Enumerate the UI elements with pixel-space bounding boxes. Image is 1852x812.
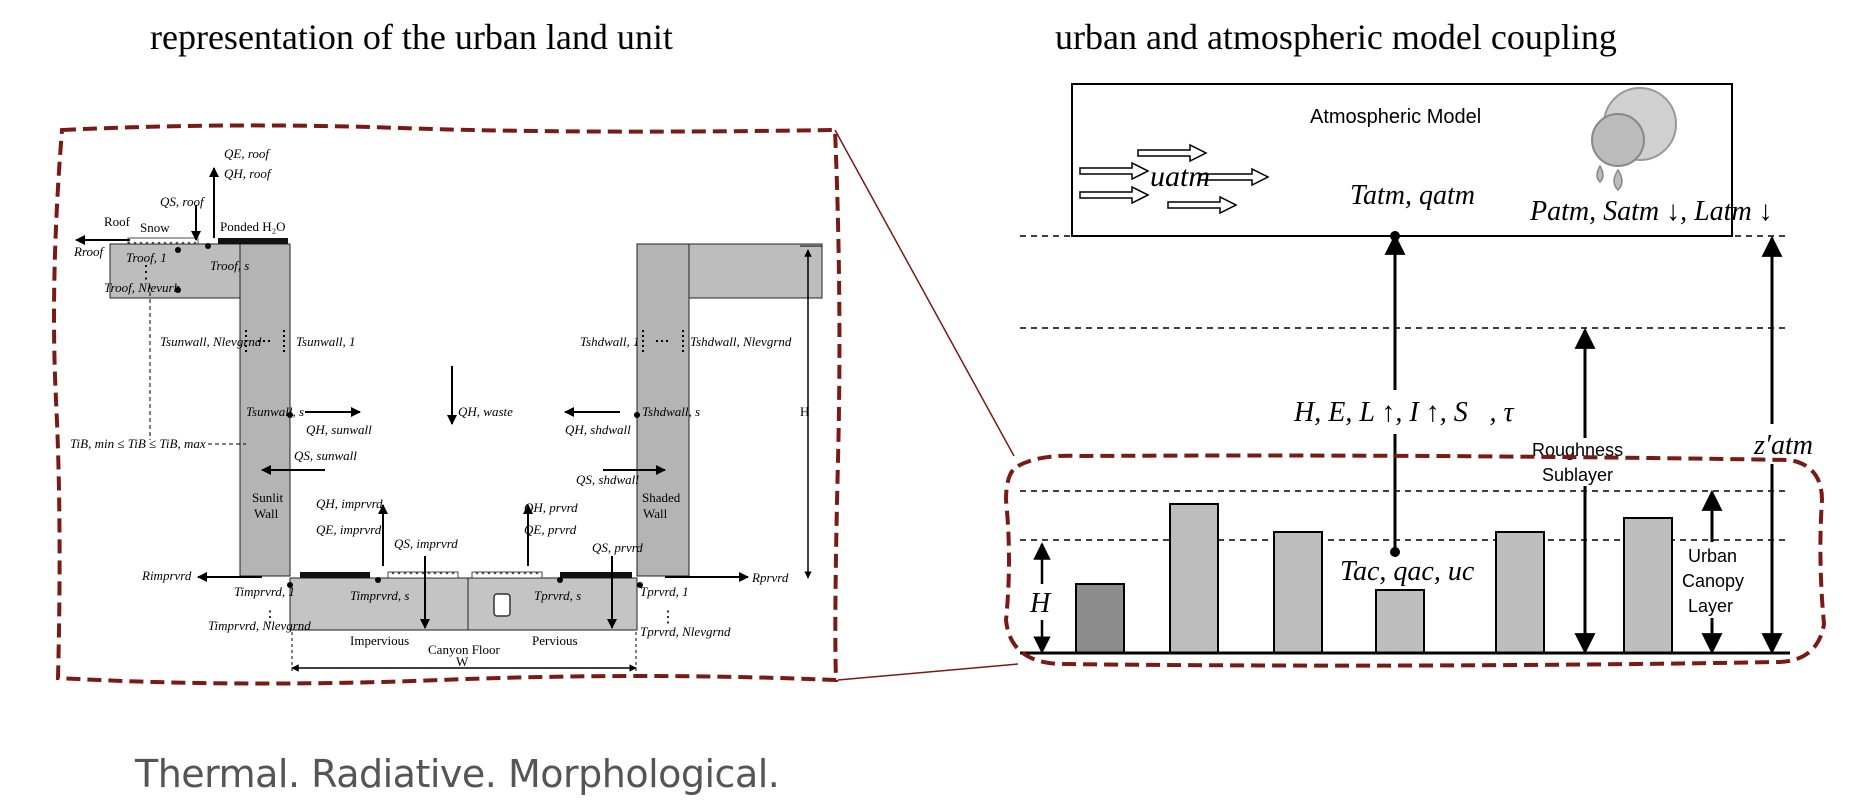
t-sunwall-n-symbol: Tsunwall, Nlevgrnd [160, 334, 262, 349]
building-3 [1273, 531, 1323, 654]
building-5 [1495, 531, 1545, 654]
t-sunwall-1-symbol: Tsunwall, 1 [296, 334, 356, 349]
svg-text:⋮: ⋮ [262, 609, 278, 626]
t-atm-symbol: Tatm, qatm [1350, 180, 1475, 211]
q-s-sunwall-symbol: QS, sunwall [294, 448, 357, 463]
sunlit-wall-label-2: Wall [254, 506, 279, 521]
t-ib-symbol: TiB, min ≤ TiB ≤ TiB, max [70, 436, 206, 451]
h-label-left: H [800, 404, 809, 419]
building-4 [1375, 589, 1425, 654]
u-atm-symbol: uatm [1150, 160, 1210, 193]
qe-roof-symbol: QE, roof [224, 146, 271, 161]
weather-icon [1591, 87, 1677, 192]
zoom-line-bottom [837, 663, 1019, 681]
shaded-wall-label-2: Wall [643, 506, 668, 521]
shaded-wall [636, 243, 690, 577]
shaded-wall-label-1: Shaded [642, 490, 681, 505]
roof-snow [127, 237, 199, 245]
ground-ponded-water-2 [560, 572, 632, 578]
urban-land-unit-diagram: ⋮ ⋮ ⋮ Roof Snow Ponded H₂O Sunlit Wall S… [52, 123, 842, 686]
q-e-imprvrd-symbol: QE, imprvrd [316, 522, 382, 537]
q-h-waste-symbol: QH, waste [458, 404, 513, 419]
q-h-shdwall-symbol: QH, shdwall [565, 422, 631, 437]
t-roof-1-symbol: Troof, 1 [126, 250, 167, 265]
impervious-label: Impervious [350, 633, 409, 648]
building-2 [1169, 503, 1219, 654]
t-prvrd-n-symbol: Tprvrd, Nlevgrnd [640, 624, 731, 639]
q-s-shdwall-symbol: QS, shdwall [576, 472, 639, 487]
canyon-floor-label: Canyon Floor [428, 642, 501, 657]
svg-text:⋮: ⋮ [660, 609, 676, 626]
w-label: W [456, 654, 469, 669]
t-shdwall-s-symbol: Tshdwall, s [642, 404, 700, 419]
atmospheric-model-label: Atmospheric Model [1310, 106, 1481, 128]
r-roof-symbol: Rroof [73, 244, 106, 259]
p-atm-symbol: Patm, Satm ↓, Latm ↓ [1529, 196, 1773, 227]
t-prvrd-s-symbol: Tprvrd, s [534, 588, 581, 603]
t-roof-s-symbol: Troof, s [210, 258, 249, 273]
q-h-prvrd-symbol: QH, prvrd [524, 500, 578, 515]
urban-canopy-label-3: Layer [1688, 596, 1733, 616]
ground-snow-2 [471, 571, 543, 579]
sunlit-wall [239, 243, 291, 577]
t-sunwall-s-symbol: Tsunwall, s [246, 404, 304, 419]
left-dashed-border [52, 123, 842, 686]
qs-roof-symbol: QS, roof [160, 194, 206, 209]
building-6 [1623, 517, 1673, 654]
q-s-imprvrd-symbol: QS, imprvrd [394, 536, 458, 551]
sunlit-wall-label-1: Sunlit [252, 490, 283, 505]
t-shdwall-1-symbol: Tshdwall, 1 [580, 334, 640, 349]
footer-caption: Thermal. Radiative. Morphological. [135, 752, 780, 796]
qh-roof-symbol: QH, roof [224, 166, 273, 181]
t-prvrd-1-symbol: Tprvrd, 1 [640, 584, 689, 599]
right-roof-slab [688, 243, 823, 299]
right-panel-title: urban and atmospheric model coupling [1055, 17, 1617, 57]
roof-label: Roof [104, 214, 131, 229]
h-symbol-right: H [1029, 588, 1052, 619]
roof-ponded-water [218, 238, 288, 244]
r-imprvrd-symbol: Rimprvrd [141, 568, 192, 583]
q-e-prvrd-symbol: QE, prvrd [524, 522, 577, 537]
t-imprvrd-n-symbol: Timprvrd, Nlevgrnd [208, 618, 311, 633]
right-dashed-border [1003, 453, 1827, 668]
urban-canopy-label-1: Urban [1688, 546, 1737, 566]
svg-text:⋮: ⋮ [137, 262, 155, 282]
ground-snow-1 [387, 571, 459, 579]
zoom-line-top [834, 129, 1015, 457]
roughness-label-2: Sublayer [1542, 465, 1613, 485]
q-h-imprvrd-symbol: QH, imprvrd [316, 496, 383, 511]
model-coupling-diagram: Atmospheric Model uatm Tatm, qatm Patm, … [1003, 83, 1827, 668]
urban-canopy-label-2: Canopy [1682, 571, 1744, 591]
z-atm-symbol: z′atm [1753, 430, 1813, 461]
ponded-label: Ponded H₂O [220, 219, 286, 234]
snow-label: Snow [140, 220, 170, 235]
t-imprvrd-1-symbol: Timprvrd, 1 [234, 584, 295, 599]
building-1 [1075, 583, 1125, 654]
water-bucket-icon [493, 593, 511, 617]
q-s-prvrd-symbol: QS, prvrd [592, 540, 643, 555]
t-imprvrd-s-symbol: Timprvrd, s [350, 588, 409, 603]
t-ac-symbol: Tac, qac, uc [1340, 556, 1475, 587]
left-panel-title: representation of the urban land unit [150, 17, 673, 57]
t-shdwall-n-symbol: Tshdwall, Nlevgrnd [690, 334, 792, 349]
canyon-floor [289, 577, 638, 631]
q-h-sunwall-symbol: QH, sunwall [306, 422, 372, 437]
ground-ponded-water-1 [300, 572, 370, 578]
pervious-label: Pervious [532, 633, 578, 648]
t-roof-n-symbol: Troof, Nlevurb [104, 280, 181, 295]
wind-arrows [1079, 143, 1270, 215]
r-prvrd-symbol: Rprvrd [751, 570, 789, 585]
fluxes-symbol: H, E, L ↑, I ↑, S⃗, τ [1293, 397, 1514, 428]
